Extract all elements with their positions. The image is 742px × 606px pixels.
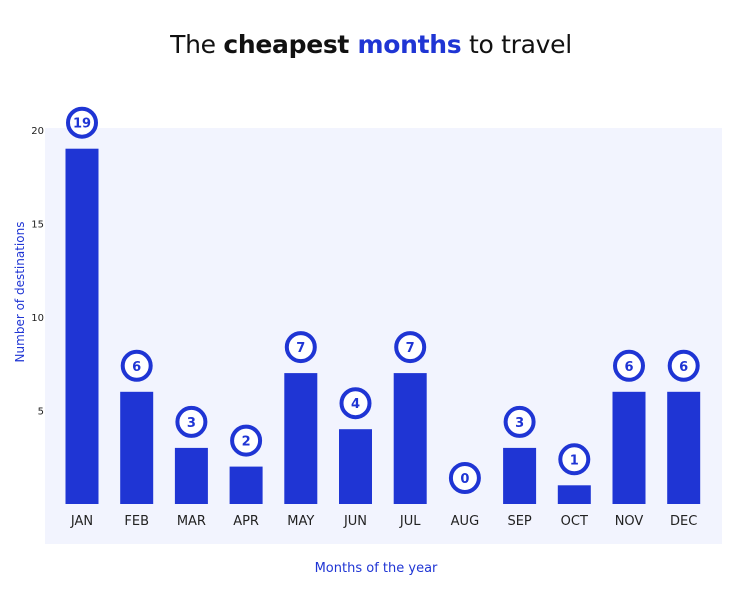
y-tick-label: 15 <box>31 220 44 231</box>
y-tick-label: 10 <box>31 313 44 324</box>
data-label-dec: 6 <box>667 349 700 382</box>
data-label-value: 6 <box>132 360 141 375</box>
data-label-may: 7 <box>284 331 317 364</box>
data-label-jun: 4 <box>339 387 372 420</box>
x-axis-ticks: JAN FEB MAR APR MAY JUN JUL AUG SEP OCT NOV DEC <box>70 514 697 529</box>
bar-dec <box>667 391 701 504</box>
bar-apr <box>229 466 263 504</box>
title-part-months: months <box>357 30 462 59</box>
data-label-value: 7 <box>296 341 305 356</box>
x-tick-label-jan: JAN <box>70 514 93 529</box>
bar-may <box>284 373 318 504</box>
x-tick-label-feb: FEB <box>124 514 149 529</box>
data-label-badge <box>394 331 427 364</box>
x-tick-label-jul: JUL <box>399 514 421 529</box>
data-labels: 19 6 3 2 7 4 7 0 3 1 6 6 <box>66 106 700 494</box>
data-label-mar: 3 <box>175 405 208 438</box>
data-label-badge <box>175 405 208 438</box>
x-tick-label-jun: JUN <box>343 514 367 529</box>
data-label-value: 6 <box>624 360 633 375</box>
data-label-apr: 2 <box>230 424 263 457</box>
data-label-badge <box>667 349 700 382</box>
data-label-value: 0 <box>460 472 469 487</box>
data-label-badge <box>284 331 317 364</box>
data-label-value: 6 <box>679 360 688 375</box>
data-label-badge <box>66 106 98 139</box>
data-label-feb: 6 <box>120 349 153 382</box>
x-tick-label-aug: AUG <box>451 514 479 529</box>
x-tick-label-may: MAY <box>287 514 314 529</box>
data-label-aug: 0 <box>448 462 481 494</box>
bar-jan <box>65 148 99 504</box>
bar-feb <box>120 391 154 504</box>
data-label-value: 19 <box>73 117 91 132</box>
data-label-value: 4 <box>351 397 360 412</box>
data-label-sep: 3 <box>503 405 536 438</box>
x-axis-label: Months of the year <box>315 561 438 576</box>
data-label-badge <box>448 462 481 494</box>
x-tick-label-apr: APR <box>233 514 259 529</box>
bar-oct <box>557 485 591 504</box>
data-label-badge <box>120 349 153 382</box>
data-label-value: 7 <box>406 341 415 356</box>
data-label-value: 2 <box>242 435 251 450</box>
bar-jun <box>339 429 372 504</box>
data-label-nov: 6 <box>613 349 645 382</box>
y-tick-label: 5 <box>38 407 44 418</box>
data-label-badge <box>230 424 263 457</box>
data-label-value: 3 <box>187 416 196 431</box>
bar-nov <box>612 391 646 504</box>
bar-jul <box>393 373 427 504</box>
data-label-badge <box>613 349 645 382</box>
bars <box>65 148 701 504</box>
y-axis-ticks: 5 10 15 20 <box>31 126 44 418</box>
title-part-the: The <box>170 30 224 59</box>
x-tick-label-mar: MAR <box>177 514 206 529</box>
bar-mar <box>174 447 208 504</box>
y-tick-label: 20 <box>31 126 44 137</box>
chart-title: The cheapest months to travel <box>0 30 742 59</box>
bar-sep <box>503 447 537 504</box>
x-tick-label-dec: DEC <box>670 514 697 529</box>
data-label-value: 3 <box>515 416 524 431</box>
x-tick-label-sep: SEP <box>507 514 531 529</box>
x-tick-label-oct: OCT <box>561 514 588 529</box>
y-axis-label: Number of destinations <box>13 222 27 363</box>
plot-area <box>45 128 722 544</box>
x-tick-label-nov: NOV <box>615 514 644 529</box>
data-label-value: 1 <box>570 453 579 468</box>
title-part-to-travel: to travel <box>461 30 572 59</box>
data-label-badge <box>503 405 536 438</box>
data-label-jul: 7 <box>394 331 427 364</box>
data-label-jan: 19 <box>66 106 98 139</box>
data-label-oct: 1 <box>558 443 591 476</box>
title-part-cheapest: cheapest <box>223 30 358 59</box>
data-label-badge <box>558 443 591 476</box>
data-label-badge <box>339 387 372 420</box>
